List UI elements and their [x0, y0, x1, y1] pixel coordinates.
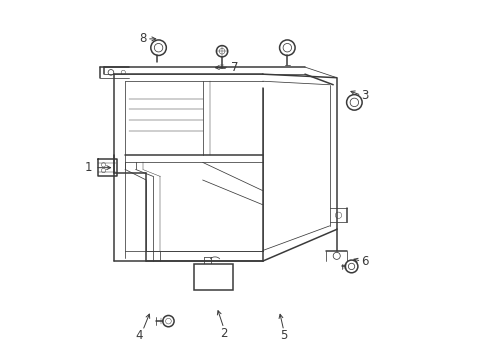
Text: 2: 2: [220, 327, 227, 340]
Text: 7: 7: [231, 60, 238, 73]
Bar: [194, 264, 233, 290]
Text: 1: 1: [84, 161, 92, 174]
Text: 3: 3: [361, 89, 368, 102]
Text: 5: 5: [280, 329, 288, 342]
Text: 6: 6: [361, 255, 368, 267]
Text: 4: 4: [135, 329, 143, 342]
Text: 8: 8: [139, 32, 147, 45]
